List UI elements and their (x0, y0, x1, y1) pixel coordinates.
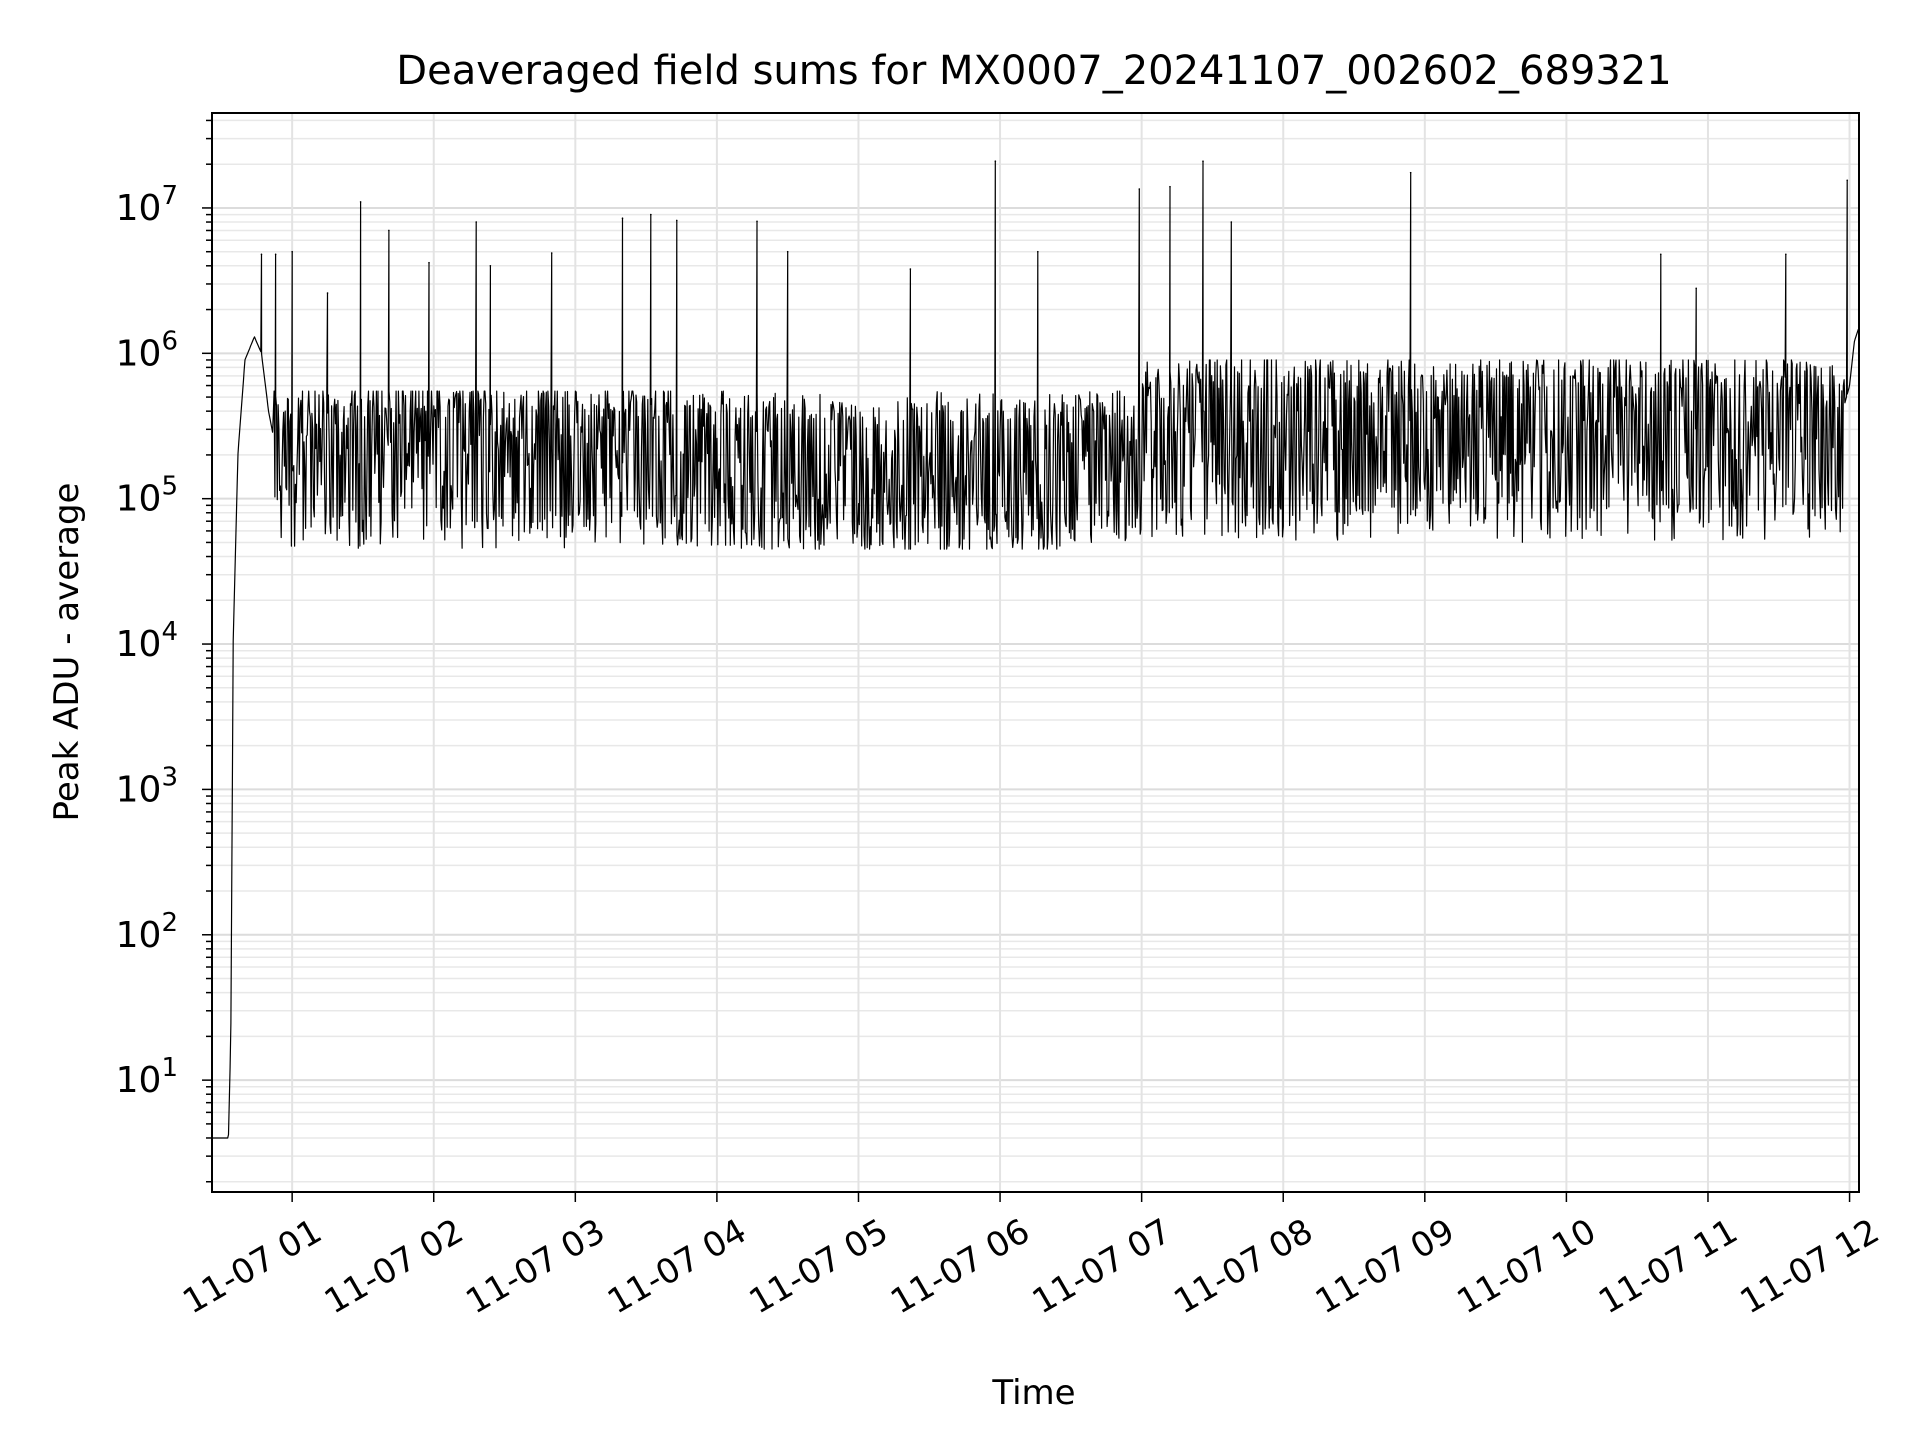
spike-point (786, 250, 789, 253)
spike-point (1202, 160, 1204, 162)
spike-point (1409, 171, 1412, 174)
spike-point (1230, 221, 1233, 223)
y-axis: 101 102 103 104 105 106 107 (116, 119, 212, 1183)
y-tick-label: 102 (116, 908, 178, 956)
spike-point (291, 250, 293, 253)
y-tick-label: 107 (116, 181, 178, 229)
spike-point (994, 160, 997, 162)
spike-point (1659, 253, 1662, 256)
spike-point (1169, 185, 1171, 188)
spike-point (359, 201, 362, 203)
spike-point (675, 219, 678, 222)
spike-point (756, 220, 758, 223)
spike-point (489, 264, 492, 267)
y-tick-label: 103 (116, 762, 178, 810)
y-tick-label: 106 (116, 326, 178, 374)
y-tick-label: 105 (116, 472, 178, 520)
grid (212, 113, 1859, 1192)
spike-point (1695, 287, 1697, 290)
x-axis-label: Time (991, 1373, 1075, 1413)
spike-point (909, 268, 912, 270)
spike-point (550, 252, 553, 254)
spike-point (1138, 188, 1141, 190)
spike-point (260, 253, 263, 256)
series-line (212, 160, 1859, 1139)
chart-title: Deaveraged field sums for MX0007_2024110… (396, 48, 1671, 94)
spike-point (388, 229, 390, 232)
spike-point (475, 221, 478, 223)
spike-point (274, 253, 277, 256)
y-tick-label: 104 (116, 617, 178, 665)
spike-point (326, 292, 329, 294)
spike-point (428, 261, 430, 264)
spike-point (1037, 250, 1039, 253)
spike-point (1785, 253, 1787, 256)
plot-frame (211, 112, 1860, 1193)
spike-point (650, 213, 652, 216)
spike-point (1846, 179, 1849, 182)
plot-line (212, 160, 1859, 1139)
y-axis-label: Peak ADU - average (47, 483, 87, 822)
spike-point (621, 217, 624, 220)
y-tick-label: 101 (116, 1053, 178, 1101)
